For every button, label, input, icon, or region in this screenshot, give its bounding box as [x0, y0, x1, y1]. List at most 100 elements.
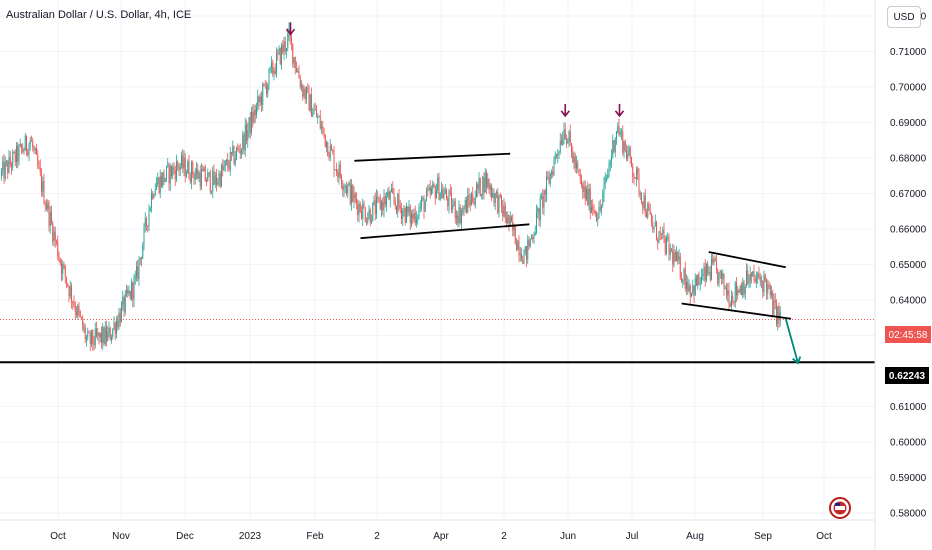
candle	[639, 190, 641, 200]
time-tick: Oct	[50, 531, 66, 542]
countdown-badge: 02:45:58	[885, 326, 931, 343]
trendline[interactable]	[354, 152, 511, 162]
candle	[112, 328, 114, 340]
candle	[554, 151, 556, 165]
time-tick: Nov	[112, 531, 130, 542]
candle	[348, 180, 350, 187]
candle	[217, 177, 219, 186]
candle	[457, 211, 459, 227]
candle	[41, 168, 42, 197]
candle	[257, 89, 259, 112]
candle	[694, 273, 696, 296]
candle	[693, 285, 695, 303]
candle	[157, 172, 159, 188]
candle	[233, 145, 235, 166]
candle	[143, 223, 145, 251]
candle	[73, 295, 75, 308]
candle	[709, 265, 711, 282]
candle	[592, 199, 594, 216]
candle	[717, 268, 719, 287]
candle	[491, 183, 492, 202]
candle	[567, 137, 569, 145]
candle	[237, 143, 239, 152]
candle	[312, 107, 314, 118]
candle	[283, 36, 285, 60]
candle	[206, 177, 207, 187]
candle	[123, 295, 125, 318]
candle	[548, 170, 550, 185]
trendline[interactable]	[708, 251, 786, 269]
candle	[708, 266, 710, 276]
flag-icon[interactable]	[829, 497, 851, 519]
candle	[772, 289, 774, 318]
channel-lines	[354, 152, 792, 320]
candle	[473, 197, 475, 206]
candle	[521, 247, 522, 262]
candle	[697, 274, 699, 290]
candle	[72, 300, 74, 310]
candle	[278, 45, 280, 56]
candle	[726, 282, 727, 300]
currency-button[interactable]: USD	[887, 6, 921, 28]
candle	[412, 209, 414, 225]
candle	[771, 285, 772, 299]
candle	[429, 180, 431, 199]
candle	[384, 192, 386, 208]
time-tick: 2	[374, 531, 380, 542]
candle	[203, 166, 205, 172]
candle	[43, 173, 45, 205]
candle	[501, 194, 502, 213]
candle	[738, 288, 740, 293]
candle	[279, 47, 281, 66]
candle	[613, 139, 615, 154]
candle	[686, 274, 687, 296]
candle	[583, 180, 585, 199]
candle	[743, 279, 745, 298]
candle	[26, 135, 27, 156]
candle	[413, 208, 415, 223]
candle	[654, 214, 656, 228]
candle	[121, 301, 122, 323]
candle	[6, 159, 7, 167]
candle	[353, 186, 355, 209]
candle	[141, 256, 142, 267]
candle	[334, 169, 336, 171]
candle	[22, 143, 24, 154]
candle	[557, 148, 559, 164]
candle	[351, 179, 352, 211]
candle	[776, 299, 777, 328]
candle	[712, 253, 714, 266]
candle	[323, 127, 325, 139]
trendline[interactable]	[681, 302, 792, 320]
candle	[2, 155, 4, 176]
candle	[37, 149, 39, 169]
candle	[502, 200, 504, 222]
candle	[493, 188, 495, 207]
candle	[94, 322, 96, 349]
candle	[469, 193, 471, 212]
candle	[566, 134, 567, 149]
candle	[534, 225, 536, 236]
candle	[243, 132, 245, 155]
candle	[773, 293, 775, 317]
candle	[212, 166, 214, 199]
time-tick: 2023	[239, 531, 262, 542]
candle	[174, 165, 176, 187]
candle	[273, 67, 275, 81]
trendline[interactable]	[360, 223, 530, 240]
candle	[341, 173, 342, 189]
candle	[366, 217, 367, 226]
candle	[358, 200, 360, 223]
candle	[19, 138, 21, 148]
candle	[379, 194, 381, 211]
candle	[532, 233, 534, 243]
candle	[632, 163, 634, 184]
candle	[447, 195, 449, 211]
candle	[728, 282, 730, 310]
candle	[543, 189, 545, 216]
candle	[509, 211, 511, 227]
candle	[688, 279, 690, 293]
time-tick: Oct	[816, 531, 832, 542]
candle	[767, 279, 769, 300]
